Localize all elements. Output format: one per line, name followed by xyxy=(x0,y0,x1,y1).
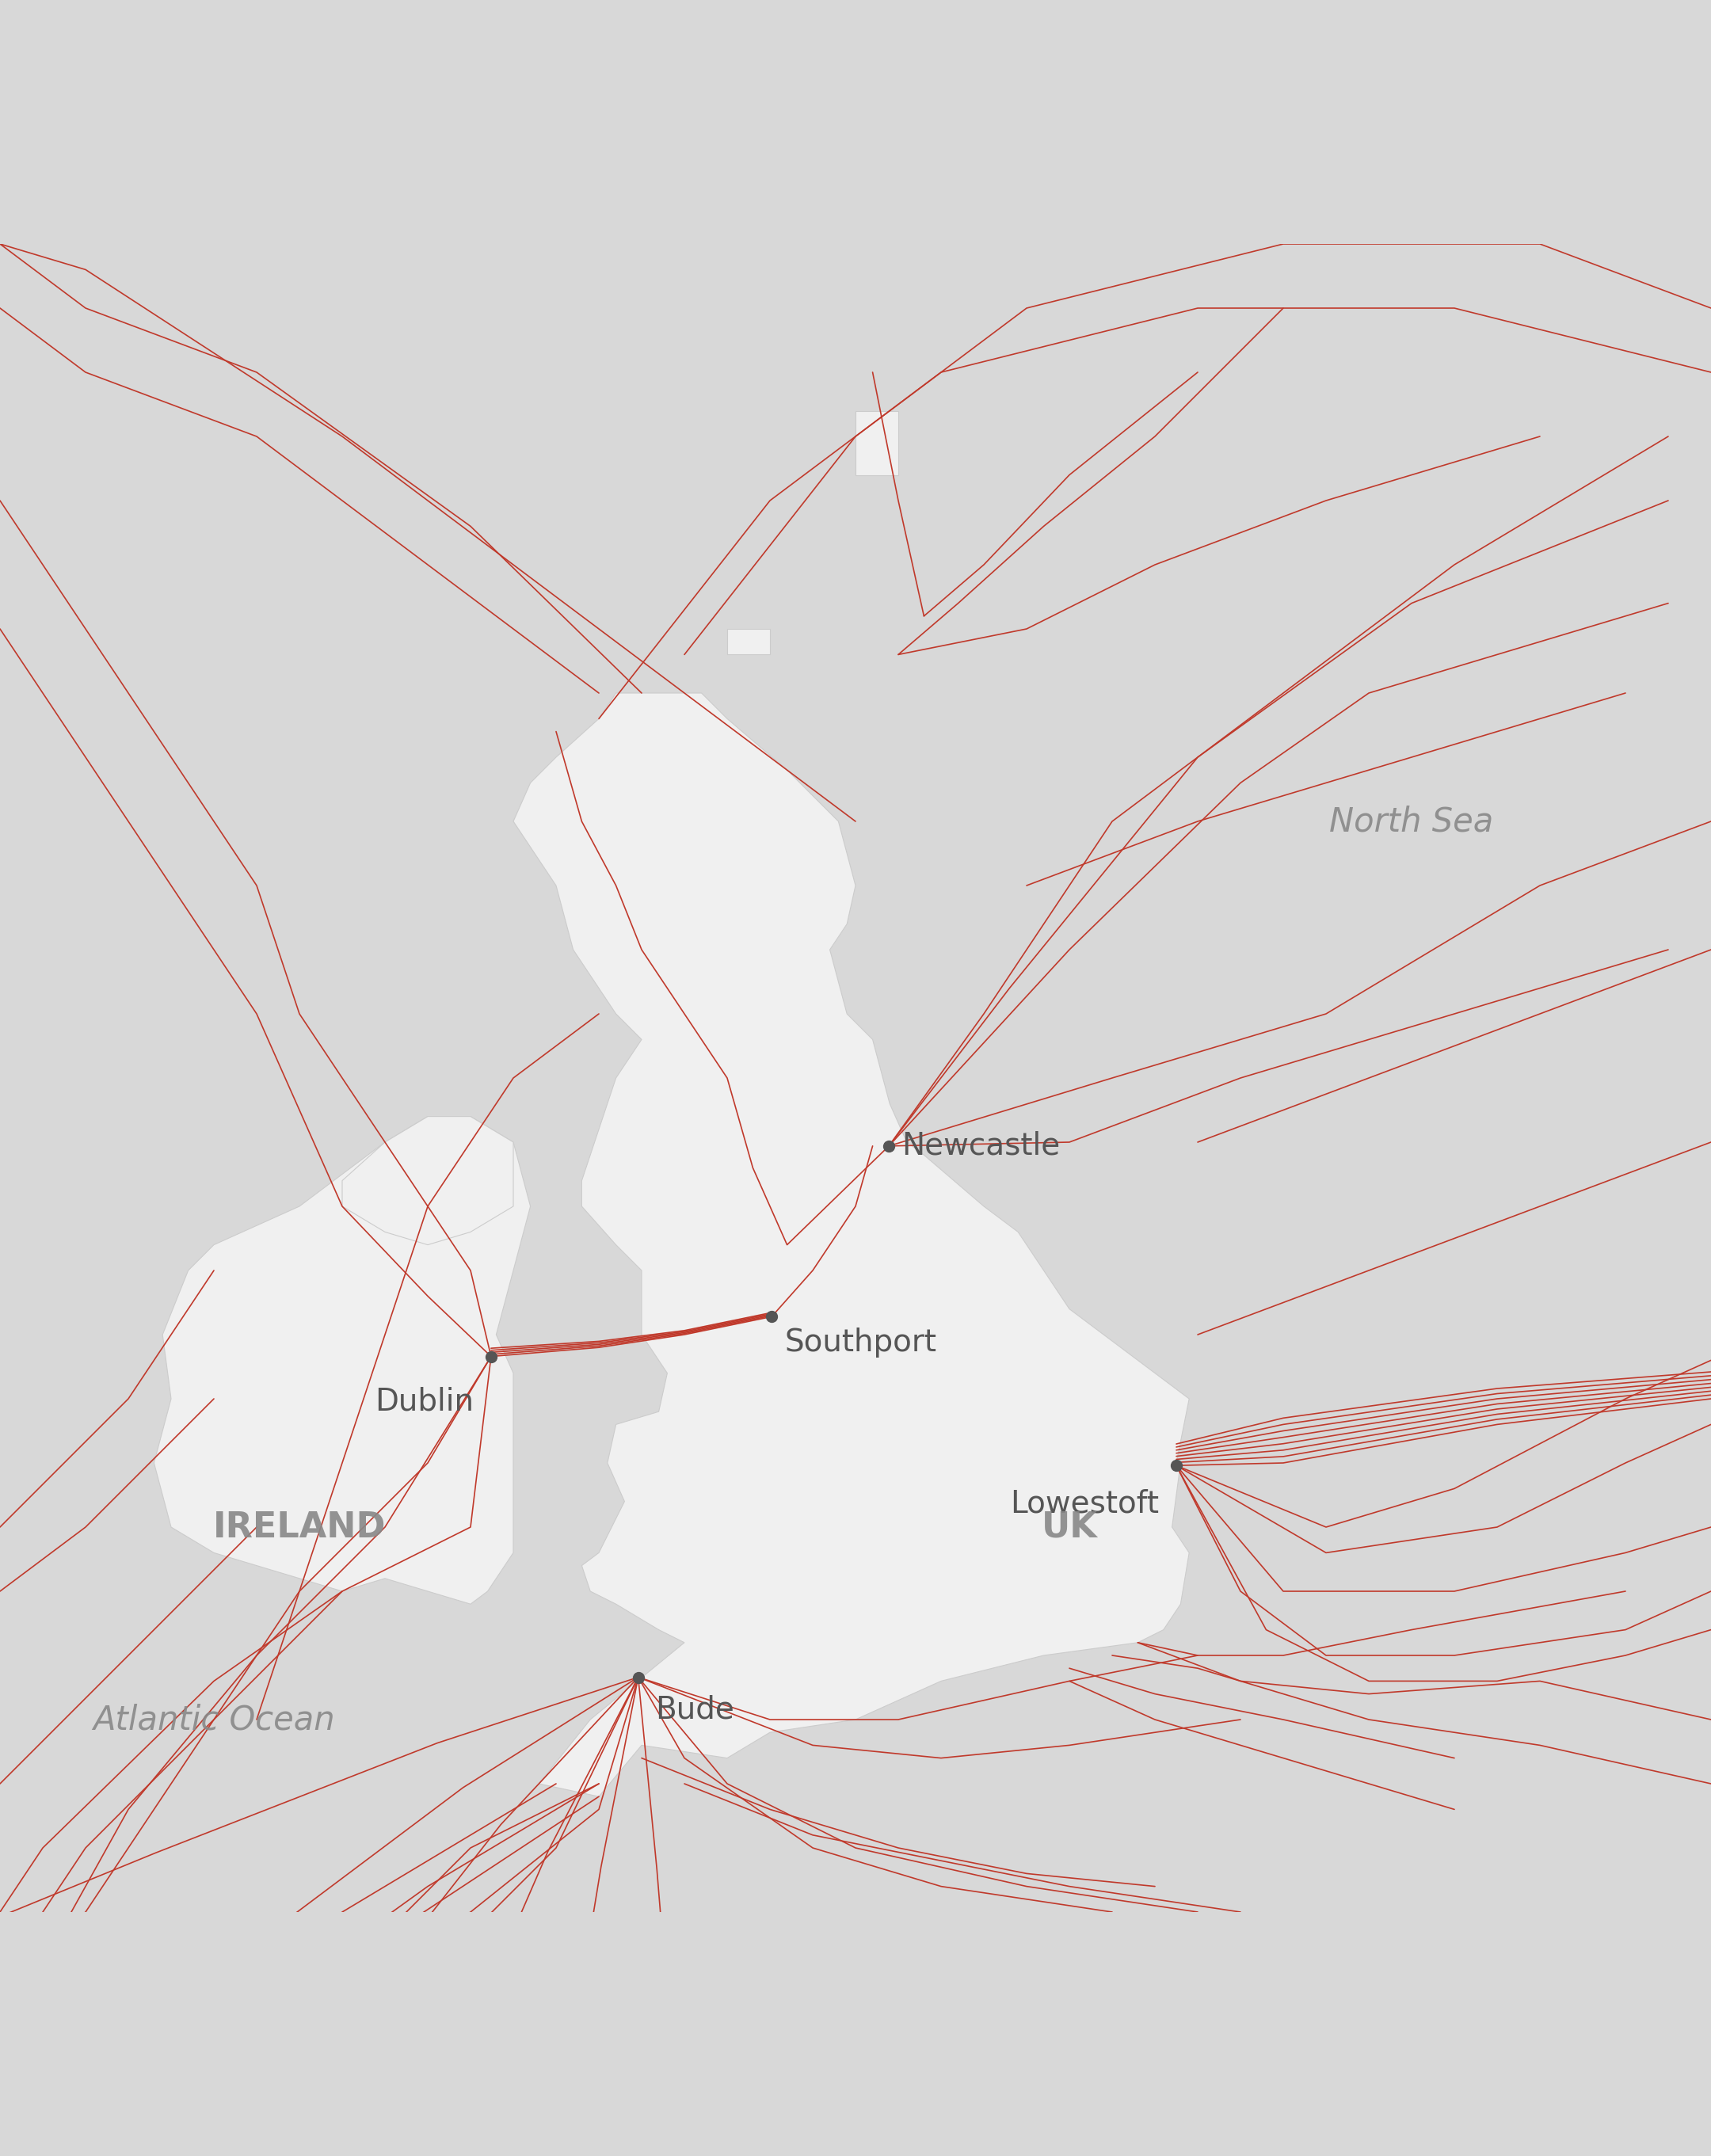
Polygon shape xyxy=(154,1117,530,1604)
Text: Atlantic Ocean: Atlantic Ocean xyxy=(92,1703,335,1736)
Text: Newcastle: Newcastle xyxy=(902,1132,1061,1162)
Text: UK: UK xyxy=(1042,1509,1097,1544)
Text: Dublin: Dublin xyxy=(375,1386,474,1416)
Text: IRELAND: IRELAND xyxy=(212,1509,387,1544)
Text: Lowestoft: Lowestoft xyxy=(1009,1490,1160,1520)
Polygon shape xyxy=(513,692,1189,1796)
Text: North Sea: North Sea xyxy=(1329,804,1494,839)
Text: Southport: Southport xyxy=(785,1328,936,1358)
Polygon shape xyxy=(856,412,898,474)
Polygon shape xyxy=(727,630,770,655)
Polygon shape xyxy=(342,1117,513,1244)
Text: Bude: Bude xyxy=(655,1695,734,1725)
